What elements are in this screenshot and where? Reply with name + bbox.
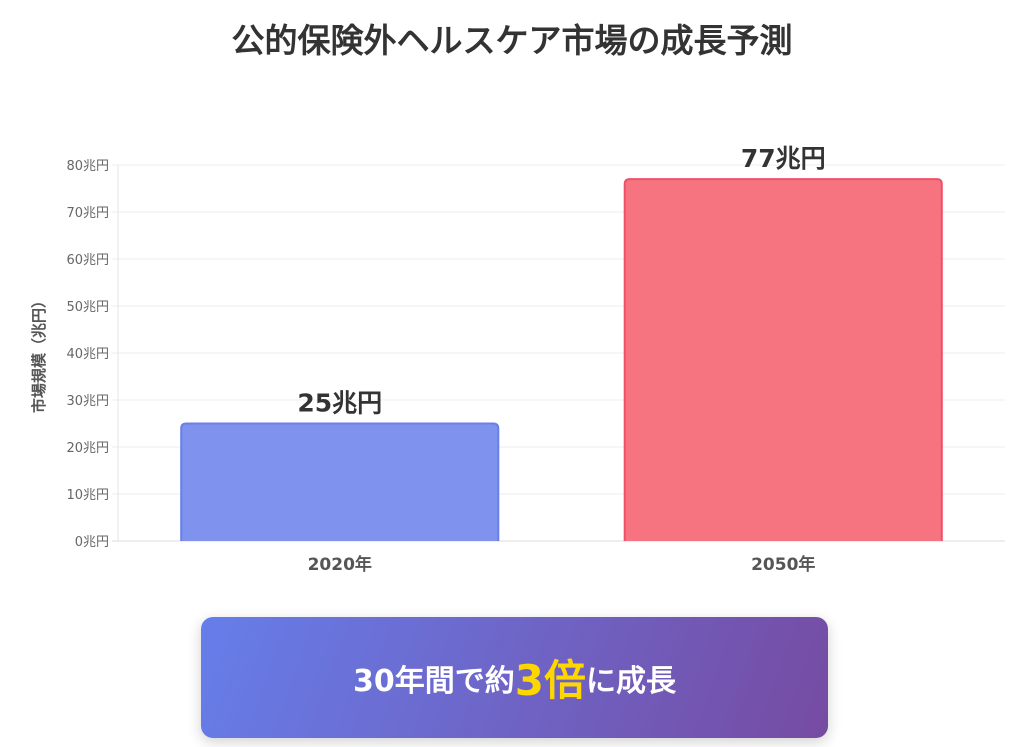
chart-title: 公的保険外ヘルスケア市場の成長予測 [231, 21, 793, 60]
y-tick-label: 0兆円 [75, 535, 109, 550]
y-tick-label: 80兆円 [66, 159, 109, 174]
y-tick-label: 60兆円 [66, 253, 109, 268]
bar [180, 422, 500, 541]
y-tick-label: 20兆円 [66, 441, 109, 456]
banner-highlight: 3倍 [514, 656, 586, 705]
growth-banner: 30年間で約 3倍 に成長 [201, 617, 828, 738]
data-label: 25兆円 [297, 389, 382, 418]
banner-suffix: に成長 [585, 663, 676, 699]
y-tick-label: 70兆円 [66, 206, 109, 221]
bar-chart: 0兆円 10兆円 20兆円 30兆円 40兆円 50兆円 60兆円 70兆円 80兆円市場規模（… [30, 144, 1005, 575]
x-tick-label: 2050年 [751, 554, 815, 575]
x-tick-label: 2020年 [308, 554, 372, 575]
y-tick-label: 30兆円 [66, 394, 109, 409]
y-tick-label: 10兆円 [66, 488, 109, 503]
banner-prefix: 30年間で約 [353, 663, 515, 699]
data-label: 77兆円 [741, 144, 826, 173]
y-tick-label: 50兆円 [66, 300, 109, 315]
y-tick-label: 40兆円 [66, 347, 109, 362]
bar [623, 178, 943, 541]
y-axis-title: 市場規模（兆円） [30, 293, 48, 413]
